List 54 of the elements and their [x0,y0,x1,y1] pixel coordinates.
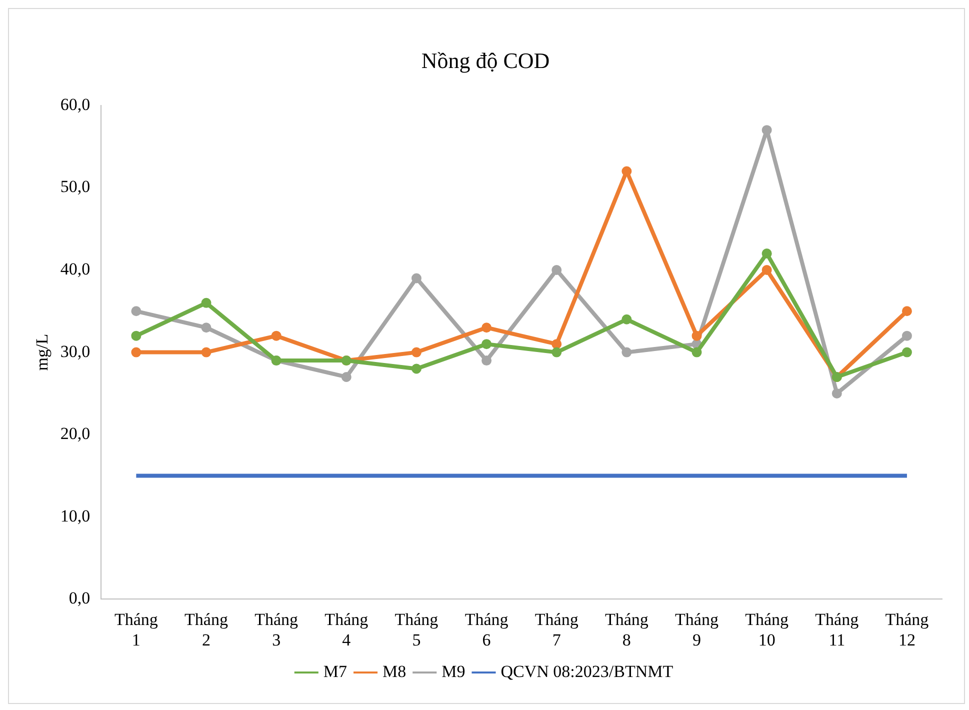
point [762,125,772,136]
x-tick-label: Tháng 5 [394,610,439,650]
point [201,322,212,333]
point [482,356,492,366]
point [762,248,772,259]
x-tick-label: Tháng 4 [324,610,369,650]
point [622,166,632,176]
point [692,347,702,358]
point [622,314,632,324]
point [482,339,492,350]
y-tick-label: 20,0 [60,424,90,444]
point [131,306,142,316]
point [341,372,352,382]
point [692,330,702,341]
point [902,347,912,358]
point [131,330,142,341]
x-tick-label: Tháng 6 [464,610,509,650]
point [902,306,912,316]
point [832,388,842,398]
x-tick-label: Tháng 7 [534,610,579,650]
y-tick-label: 0,0 [68,588,90,608]
legend-label: M8 [382,662,406,681]
x-tick-label: Tháng 1 [114,610,158,650]
point [131,347,142,358]
point [201,298,212,308]
y-tick-label: 30,0 [60,342,90,361]
x-tick-label: Tháng 2 [184,610,228,650]
point [552,347,562,358]
y-tick-label: 60,0 [60,94,90,114]
x-tick-label: Tháng 3 [254,610,299,650]
point [902,330,912,341]
point [622,347,632,358]
y-tick-label: 10,0 [60,506,90,526]
point [411,364,422,374]
point [482,322,492,333]
y-tick-label: 40,0 [60,259,90,278]
x-tick-label: Tháng 9 [675,610,719,650]
x-tick-label: Tháng 12 [885,610,930,650]
point [271,330,282,341]
x-tick-label: Tháng 10 [745,610,790,650]
chart-title: Nồng độ COD [421,48,550,73]
point [552,265,562,275]
point [552,339,562,350]
point [762,265,772,275]
point [201,347,212,358]
x-tick-label: Tháng 8 [604,610,649,650]
legend-label: QCVN 08:2023/BTNMT [500,662,674,681]
legend-label: M9 [442,662,466,681]
y-axis-title: mg/L [32,334,52,371]
point [411,273,422,284]
x-tick-label: Tháng 11 [815,610,860,650]
y-tick-label: 50,0 [60,177,90,196]
point [411,347,422,358]
legend-label: M7 [323,662,348,681]
